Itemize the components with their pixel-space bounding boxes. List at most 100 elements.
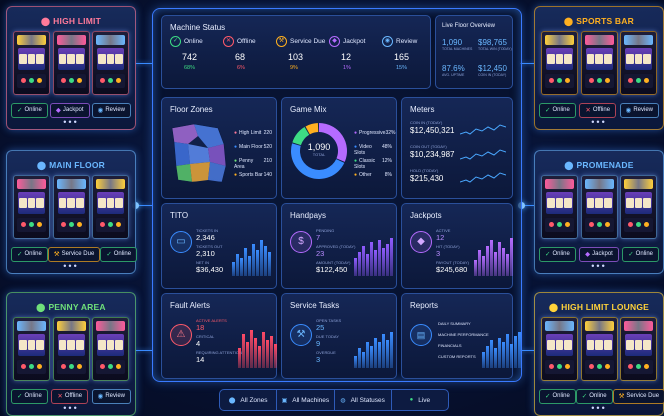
donut-center: 1,090 TOTAL [307,142,331,157]
live-floor-overview-panel[interactable]: Live Floor Overview 1,090 TOTAL MACHINES… [435,15,513,89]
zone-card-penny-area[interactable]: ⬤ PENNY AREA ✓ Online ✕ Offline ◉ Review ••• [6,292,136,416]
game-mix-legend-item[interactable]: ● Other 8% [354,172,392,178]
stat-value: 2,346 [196,233,215,242]
legend-dot-icon: ● [234,172,238,178]
status-metric-service-due[interactable]: ⚒ Service Due 103 9% [276,36,326,71]
more-dots-icon[interactable]: ••• [591,117,607,127]
bar [478,250,481,276]
metric-percent: 6% [237,65,245,71]
machine-status-panel[interactable]: Machine Status ✓ Online 742 68% ✕ Offline 68 6%… [161,15,431,89]
bar [378,342,381,368]
donut-slice-classic-slots[interactable] [292,127,310,146]
status-badge-service[interactable]: ⚒ Service Due [612,389,664,404]
status-badge-review[interactable]: ◉ Review [91,103,131,118]
status-metric-jackpot[interactable]: ◆ Jackpot 12 1% [329,36,379,71]
legend-label: Penny Area [234,158,254,170]
bar [518,332,521,368]
more-dots-icon[interactable]: ••• [63,261,79,271]
filter-all-machines[interactable]: ▣ All Machines [277,390,335,410]
status-metric-offline[interactable]: ✕ Offline 68 6% [223,36,273,71]
tito-panel[interactable]: TITO ▭ TICKETS IN 2,346 TICKETS OUT 2,310 NE… [161,203,277,289]
slot-machine [92,317,129,381]
status-badge-jackpot[interactable]: ◆ Jackpot [49,103,90,118]
more-dots-icon[interactable]: ••• [63,403,79,413]
tito-bar-chart [232,238,271,276]
status-badge-review[interactable]: ◉ Review [619,103,659,118]
donut-slice-other[interactable] [305,123,319,135]
stat-value: 12 [436,233,445,242]
meter-sparkline [460,124,506,135]
status-badge-online[interactable]: ✓ Online [539,389,576,404]
status-metric-review[interactable]: ◉ Review 165 15% [382,36,432,71]
status-badge-offline[interactable]: ✕ Offline [579,103,617,118]
floor-map[interactable] [168,122,230,186]
status-badge-online[interactable]: ✓ Online [11,247,48,262]
status-badge-online[interactable]: ✓ Online [539,103,576,118]
jackpots-panel[interactable]: Jackpots ◆ ACTIVE 12 HIT (TODAY) 3 PAYOUT (T… [401,203,513,289]
x-circle-icon: ✕ [57,393,63,400]
zone-card-main-floor[interactable]: ⬤ MAIN FLOOR ✓ Online ⚒ Service Due ✓ Online •… [6,150,138,274]
bar [474,260,477,276]
filter-label: All Statuses [350,396,385,404]
bar [502,342,505,368]
reports-panel[interactable]: Reports ▤ DAILY SUMMARY MACHINE PERFORMAN… [401,293,521,379]
more-dots-icon[interactable]: ••• [63,117,79,127]
report-link[interactable]: DAILY SUMMARY [438,321,471,326]
legend-value: 210 [263,158,272,164]
status-metric-online[interactable]: ✓ Online 742 68% [170,36,220,71]
zone-legend-item[interactable]: ● High Limit 220 [234,130,272,136]
filter-all-statuses[interactable]: ◍ All Statuses [335,390,392,410]
bar [358,348,361,368]
donut-slice-video-slots[interactable] [291,143,345,180]
fault-alerts-panel[interactable]: Fault Alerts ⚠ ACTIVE ALERTS 18 CRITICAL 4 R… [161,293,277,379]
zone-legend-item[interactable]: ● Penny Area 210 [234,158,272,170]
bar [266,340,269,368]
status-badge-online[interactable]: ✓ Online [539,247,576,262]
legend-value: 520 [263,144,272,150]
zone-card-high-limit-lounge[interactable]: ⬤ HIGH LIMIT LOUNGE ✓ Online ✓ Online ⚒ Servic… [534,292,664,416]
more-dots-icon[interactable]: ••• [591,403,607,413]
bar [270,336,273,368]
stat-label: NET IN [196,260,210,265]
status-badge-online[interactable]: ✓ Online [622,247,659,262]
status-badge-review[interactable]: ◉ Review [91,389,131,404]
status-badge-label: Online [635,251,653,257]
diamond-icon: ◆ [410,231,432,253]
panel-title: Fault Alerts [170,301,211,310]
meters-panel[interactable]: Meters COIN IN (TODAY) $12,450,321 COIN OU… [401,97,513,199]
status-badge-label: Jackpot [62,107,84,113]
zone-card-promenade[interactable]: ⬤ PROMENADE ✓ Online ◆ Jackpot ✓ Online ••• [534,150,664,274]
status-badge-offline[interactable]: ✕ Offline [51,389,89,404]
report-link[interactable]: FINANCIALS [438,343,462,348]
status-badge-online[interactable]: ✓ Online [100,247,138,262]
report-link[interactable]: CUSTOM REPORTS [438,354,476,359]
panel-title: Reports [410,301,439,310]
game-mix-legend-item[interactable]: ● Progressive 32% [354,130,395,136]
status-badge-service[interactable]: ⚒ Service Due [47,247,101,262]
status-badge-online[interactable]: ✓ Online [575,389,613,404]
status-badge-online[interactable]: ✓ Online [11,103,48,118]
game-mix-legend-item[interactable]: ● Video Slots 48% [354,144,392,156]
fault-alerts-bar-chart [238,328,277,368]
more-dots-icon[interactable]: ••• [591,261,607,271]
slot-machine [13,317,50,381]
report-link[interactable]: MACHINE PERFORMANCE [438,332,489,337]
filter-live[interactable]: ● Live [392,390,448,410]
status-badge-label: Online [24,107,42,113]
game-mix-legend-item[interactable]: ● Classic Slots 12% [354,158,392,170]
filter-all-zones[interactable]: ⬤ All Zones [220,390,278,410]
game-mix-donut-chart[interactable] [288,120,350,182]
location-pin-icon: ⬤ [36,303,46,312]
game-mix-panel[interactable]: Game Mix 1,090 TOTAL ● Progressive 32% ● Vid… [281,97,397,199]
zone-legend-item[interactable]: ● Sports Bar 140 [234,172,272,178]
zone-card-high-limit[interactable]: ⬤ HIGH LIMIT ✓ Online ◆ Jackpot ◉ Review ••• [6,6,136,130]
status-badge-online[interactable]: ✓ Online [11,389,48,404]
handpays-panel[interactable]: Handpays $ PENDING 7 APPROVED (TODAY) 23 AMO… [281,203,397,289]
service-tasks-panel[interactable]: Service Tasks ⚒ OPEN TASKS 25 DUE TODAY 9 OV… [281,293,397,379]
donut-slice-progressive[interactable] [319,123,347,162]
zone-card-sports-bar[interactable]: ⬤ SPORTS BAR ✓ Online ✕ Offline ◉ Review ••• [534,6,664,130]
status-badge-jackpot[interactable]: ◆ Jackpot [579,247,619,262]
reports-bar-chart [482,330,521,368]
zone-legend-item[interactable]: ● Main Floor 520 [234,144,272,150]
floor-zones-panel[interactable]: Floor Zones ● High Limit 220 ● Main Floor 520… [161,97,277,199]
